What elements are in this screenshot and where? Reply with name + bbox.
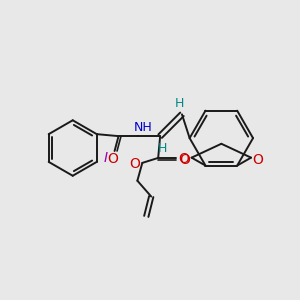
Text: O: O — [129, 157, 140, 171]
Text: O: O — [178, 152, 189, 166]
Text: H: H — [158, 142, 167, 154]
Text: O: O — [253, 153, 263, 166]
Text: O: O — [107, 152, 118, 166]
Text: O: O — [179, 153, 190, 166]
Text: I: I — [103, 151, 108, 165]
Text: NH: NH — [134, 121, 153, 134]
Text: H: H — [174, 97, 184, 110]
